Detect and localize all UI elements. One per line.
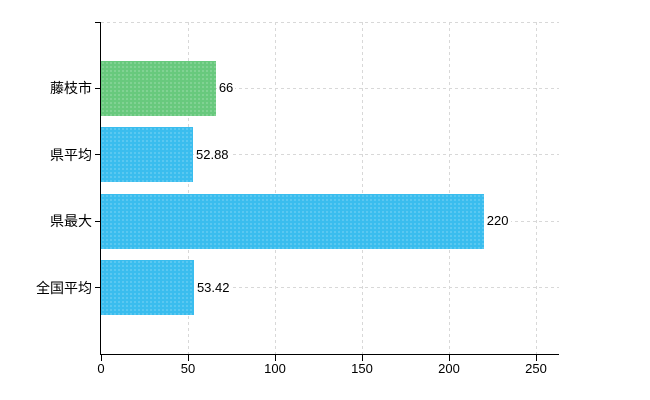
category-label-全国平均: 全国平均 — [36, 279, 92, 296]
gridline-x-200 — [448, 22, 450, 354]
y-axis-tick — [95, 220, 101, 222]
x-axis-tick-250 — [535, 355, 537, 361]
plot-area: 66 52.88 220 53.42 — [101, 21, 559, 354]
bar-県平均[interactable] — [101, 127, 193, 183]
y-axis-tick — [95, 287, 101, 289]
value-label: 66 — [216, 80, 236, 97]
gridline-x-250 — [535, 22, 537, 354]
x-axis-tick-150 — [361, 355, 363, 361]
value-label: 52.88 — [194, 146, 231, 163]
value-label: 220 — [484, 213, 511, 230]
x-axis-tick-0 — [100, 355, 102, 361]
x-tick-label-50: 50 — [180, 361, 196, 376]
x-tick-label-0: 0 — [97, 361, 105, 376]
x-axis-tick-50 — [187, 355, 189, 361]
y-axis-tick — [95, 87, 101, 89]
x-tick-label-200: 200 — [438, 361, 460, 376]
category-label-県平均: 県平均 — [50, 146, 92, 163]
x-tick-label-150: 150 — [351, 361, 373, 376]
gridline-row — [101, 87, 559, 89]
gridline-x-50 — [187, 22, 189, 354]
gridline-row — [101, 287, 559, 289]
gridline-top — [101, 21, 559, 23]
y-axis-tick — [95, 154, 101, 156]
y-axis-line — [100, 22, 101, 355]
x-tick-label-250: 250 — [525, 361, 547, 376]
x-axis-line — [100, 354, 559, 355]
gridline-x-150 — [361, 22, 363, 354]
bar-藤枝市[interactable] — [101, 60, 216, 116]
gridline-row — [101, 154, 559, 156]
bar-県最大[interactable] — [101, 193, 484, 249]
x-axis-tick-200 — [448, 355, 450, 361]
category-label-県最大: 県最大 — [50, 213, 92, 230]
value-label: 53.42 — [194, 279, 232, 296]
x-tick-label-100: 100 — [264, 361, 286, 376]
bar-全国平均[interactable] — [101, 260, 194, 316]
y-axis-top-tick — [95, 21, 101, 23]
x-axis-tick-100 — [274, 355, 276, 361]
category-label-藤枝市: 藤枝市 — [50, 80, 92, 97]
gridline-x-100 — [274, 22, 276, 354]
